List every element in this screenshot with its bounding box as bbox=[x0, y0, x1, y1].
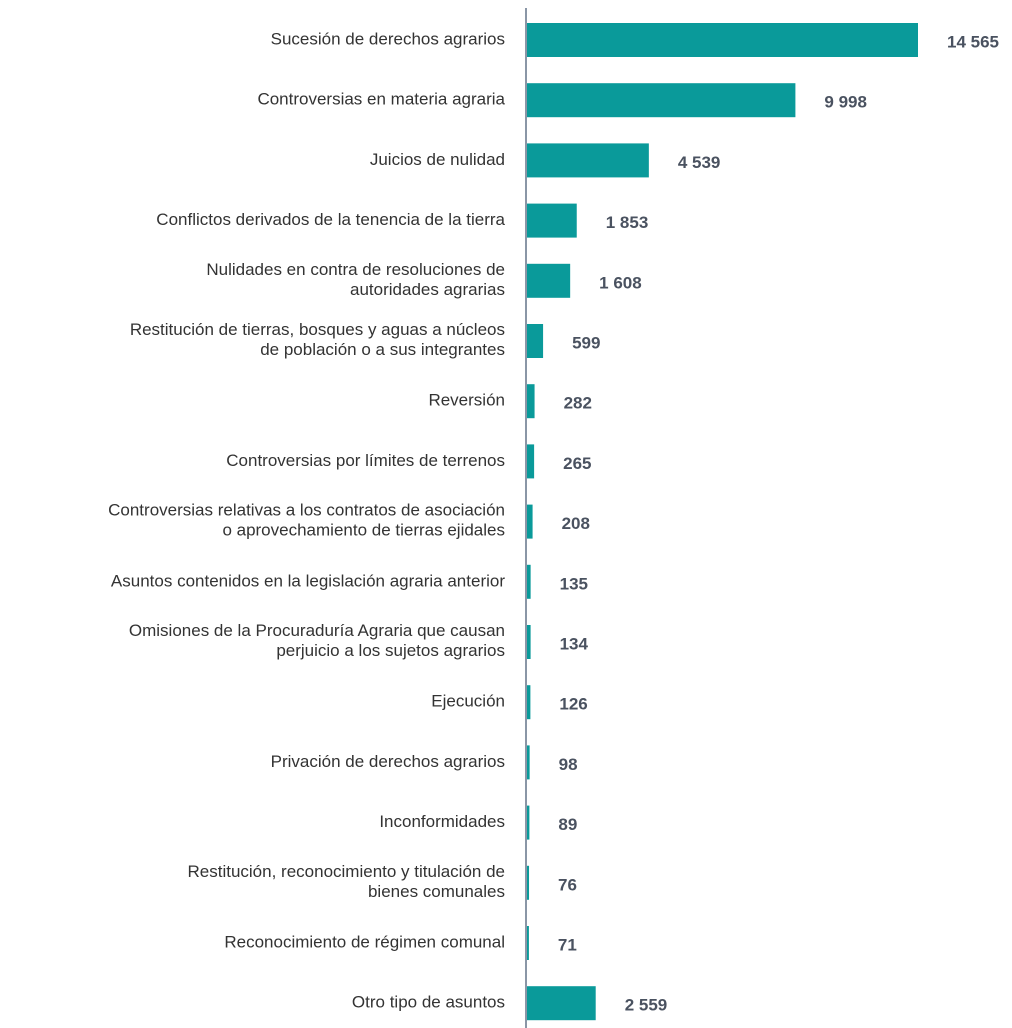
bar bbox=[527, 926, 529, 960]
bar bbox=[527, 745, 530, 780]
category-label: Controversias por límites de terrenos bbox=[226, 451, 505, 470]
bar bbox=[527, 384, 535, 419]
value-label: 282 bbox=[564, 394, 592, 413]
value-label: 89 bbox=[558, 815, 577, 834]
value-label: 126 bbox=[559, 695, 587, 714]
category-label: Reconocimiento de régimen comunal bbox=[224, 932, 505, 951]
category-label: Conflictos derivados de la tenencia de l… bbox=[156, 210, 505, 229]
category-label: Controversias relativas a los contratos … bbox=[108, 501, 505, 540]
bar bbox=[527, 685, 531, 720]
bar bbox=[527, 263, 571, 298]
value-label: 71 bbox=[558, 935, 577, 954]
bar bbox=[527, 986, 596, 1021]
bar bbox=[527, 324, 544, 358]
value-label: 1 608 bbox=[599, 273, 642, 292]
bar bbox=[527, 203, 577, 238]
bar bbox=[527, 865, 530, 900]
category-label: Otro tipo de asuntos bbox=[352, 993, 505, 1012]
bar bbox=[527, 83, 796, 118]
value-label: 14 565 bbox=[947, 32, 999, 51]
value-label: 2 559 bbox=[625, 996, 668, 1015]
bar bbox=[527, 625, 531, 659]
category-label: Reversión bbox=[428, 391, 505, 410]
category-label: Nulidades en contra de resoluciones de au… bbox=[206, 260, 505, 299]
value-label: 98 bbox=[559, 755, 578, 774]
category-label: Juicios de nulidad bbox=[370, 150, 505, 169]
value-label: 265 bbox=[563, 454, 591, 473]
category-label: Restitución, reconocimiento y titulación… bbox=[188, 862, 506, 901]
bar bbox=[527, 143, 649, 178]
category-label: Restitución de tierras, bosques y aguas … bbox=[130, 320, 505, 359]
value-label: 9 998 bbox=[824, 93, 867, 112]
category-label: Privación de derechos agrarios bbox=[271, 752, 505, 771]
category-label: Inconformidades bbox=[379, 812, 505, 831]
bar bbox=[527, 805, 530, 840]
category-label: Controversias en materia agraria bbox=[257, 90, 505, 109]
value-label: 135 bbox=[560, 574, 588, 593]
category-label: Omisiones de la Procuraduría Agraria que… bbox=[129, 621, 505, 660]
bar bbox=[527, 504, 533, 539]
category-label: Asuntos contenidos en la legislación agr… bbox=[111, 571, 505, 590]
value-label: 76 bbox=[558, 875, 577, 894]
value-label: 1 853 bbox=[606, 213, 649, 232]
value-label: 4 539 bbox=[678, 153, 721, 172]
category-label: Ejecución bbox=[431, 692, 505, 711]
bar bbox=[527, 444, 535, 479]
value-label: 599 bbox=[572, 333, 600, 352]
bar bbox=[527, 23, 918, 57]
bar bbox=[527, 564, 531, 599]
category-label: Sucesión de derechos agrarios bbox=[271, 29, 505, 48]
value-label: 208 bbox=[562, 514, 590, 533]
value-label: 134 bbox=[560, 634, 589, 653]
